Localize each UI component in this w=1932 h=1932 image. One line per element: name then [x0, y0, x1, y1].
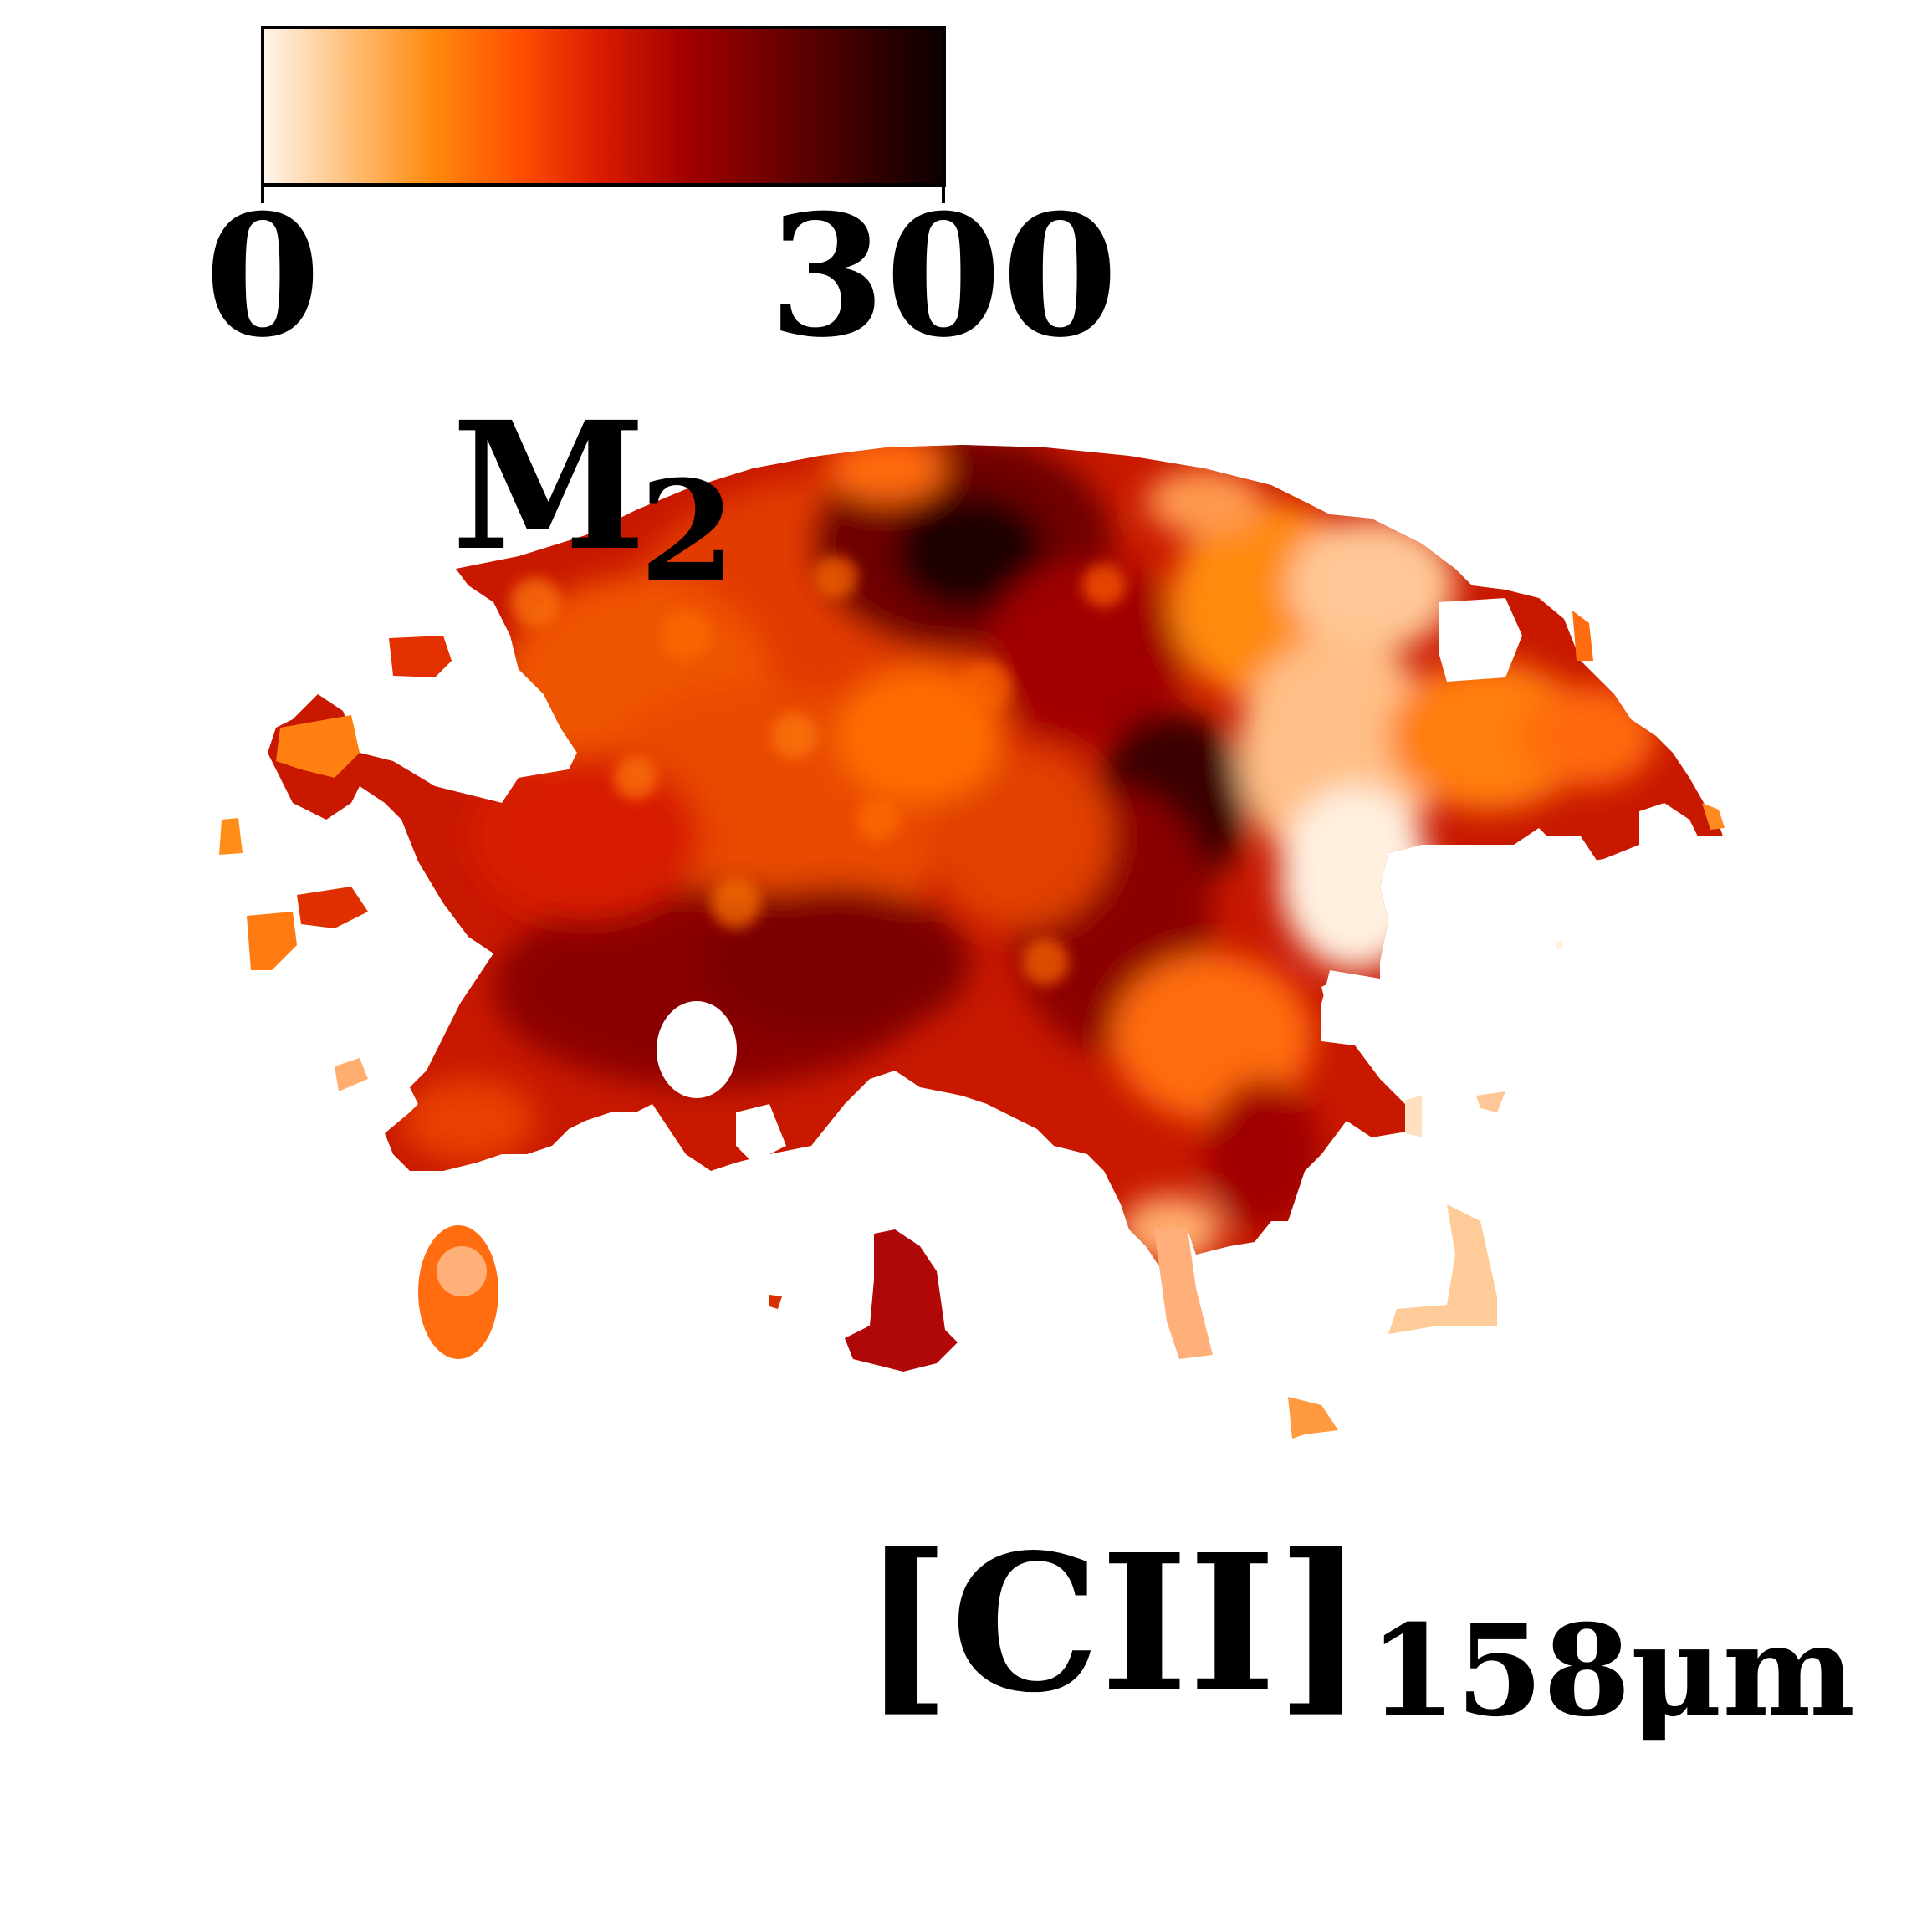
- map-holes: [657, 598, 1664, 1163]
- island: [1556, 941, 1562, 949]
- colorbar-max-label: 300: [769, 178, 1117, 375]
- colorbar-min-label: 0: [204, 178, 320, 375]
- island: [1572, 611, 1593, 661]
- island: [1405, 1096, 1422, 1137]
- island: [1288, 1397, 1338, 1439]
- island: [769, 1295, 782, 1309]
- island: [845, 1229, 958, 1372]
- island: [437, 1246, 487, 1296]
- colorbar: 0 300: [204, 26, 1118, 375]
- island: [219, 818, 243, 855]
- island: [276, 715, 360, 778]
- colorbar-frame: [261, 26, 946, 187]
- tracer-label-main: [CII]: [861, 1514, 1366, 1735]
- island: [297, 887, 368, 928]
- island: [1154, 1229, 1213, 1359]
- island: [335, 1058, 368, 1091]
- island: [1476, 1091, 1505, 1112]
- emission-map: [219, 445, 1725, 1439]
- colorbar-fill: [263, 28, 944, 185]
- island: [389, 636, 452, 677]
- tracer-label: [CII]158μm: [861, 1514, 1855, 1745]
- tracer-label-sub: 158μm: [1369, 1597, 1856, 1745]
- panel-label-sub: 2: [639, 450, 735, 612]
- island: [1702, 803, 1725, 830]
- island: [1388, 1204, 1497, 1334]
- island: [247, 912, 297, 970]
- panel-label-main: M: [452, 383, 646, 590]
- panel-label: M2: [452, 383, 735, 612]
